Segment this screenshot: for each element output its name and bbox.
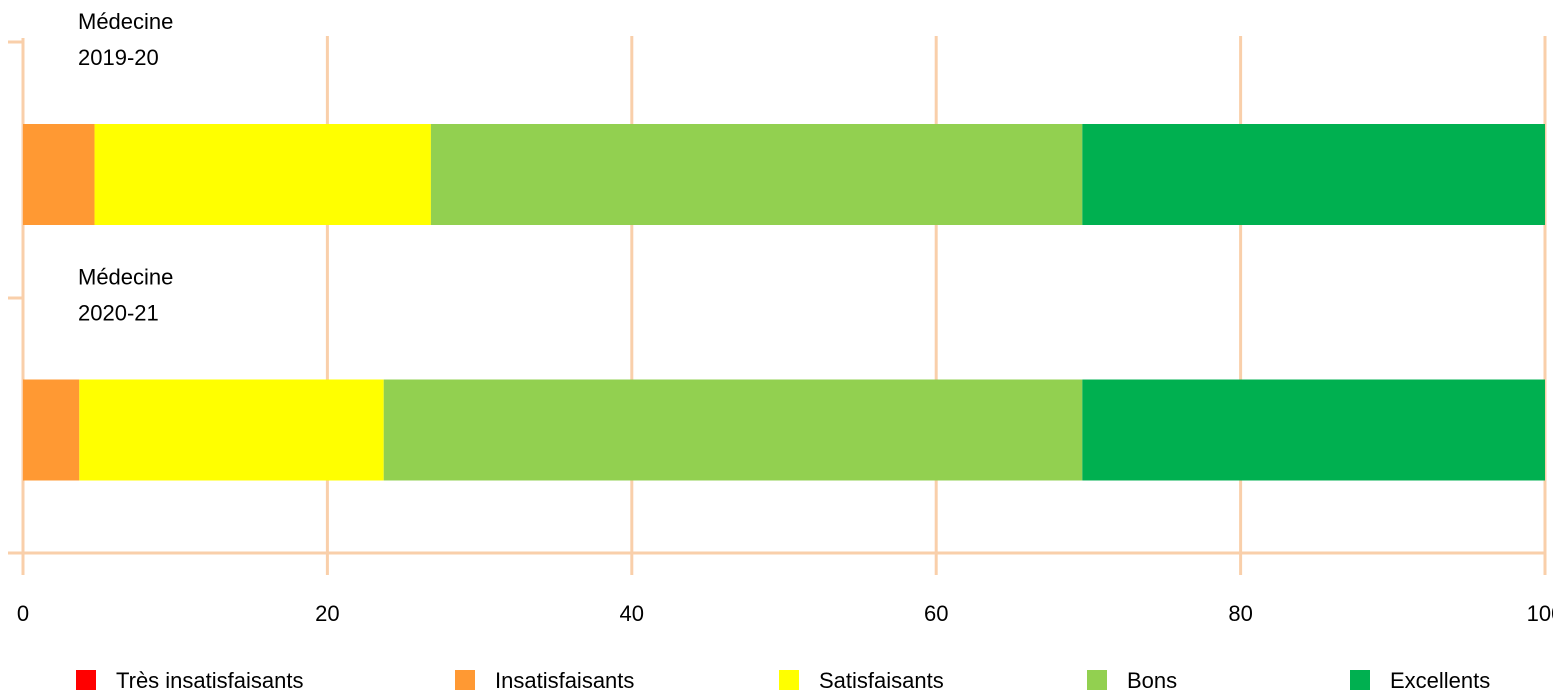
x-tick-label-0: 0 [17,601,29,626]
x-tick-label-20: 20 [315,601,339,626]
bar-2-5 [1082,379,1545,481]
legend-swatch-1 [76,670,96,690]
grid-layer [8,36,1547,575]
x-tick-label-60: 60 [924,601,948,626]
bar-2-2 [23,379,80,481]
bar-1-2 [23,124,95,225]
bar-1-3 [94,124,431,225]
legend-swatch-4 [1087,670,1107,690]
x-tick-label-80: 80 [1228,601,1252,626]
legend-label-4: Bons [1127,668,1177,693]
legend-label-5: Excellents [1390,668,1490,693]
category-label-2-line-1: Médecine [78,265,173,290]
category-label-1-line-2: 2019-20 [78,45,159,70]
category-label-2-line-2: 2020-21 [78,301,159,326]
bar-layer [23,124,1545,481]
legend-swatch-3 [779,670,799,690]
legend-label-3: Satisfaisants [819,668,944,693]
category-label-1-line-1: Médecine [78,9,173,34]
bar-2-4 [383,379,1083,481]
legend-swatch-2 [455,670,475,690]
bar-1-4 [430,124,1083,225]
x-tick-label-40: 40 [620,601,644,626]
legend: Très insatisfaisants Insatisfaisants Satis… [76,668,1490,693]
legend-label-1: Très insatisfaisants [116,668,303,693]
label-layer: 0 20 40 60 80 100 Médecine 2019-20 Médecine 2020-… [17,9,1553,626]
bar-2-3 [79,379,384,481]
legend-label-2: Insatisfaisants [495,668,634,693]
x-tick-label-100: 100 [1527,601,1553,626]
legend-swatch-5 [1350,670,1370,690]
bar-1-5 [1082,124,1545,225]
